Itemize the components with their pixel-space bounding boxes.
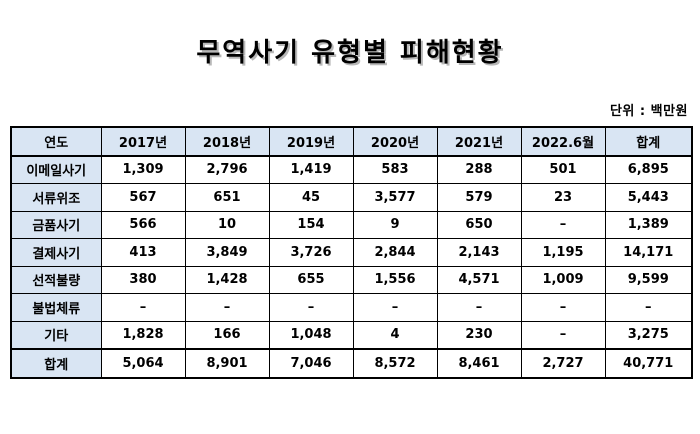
table-cell: 1,828 [100, 320, 186, 350]
table-cell: 1,389 [604, 210, 693, 239]
table-cell: 8,901 [184, 348, 270, 378]
row-label: 불법체류 [10, 293, 102, 322]
column-header: 합계 [604, 126, 693, 157]
table-cell: 567 [100, 183, 186, 212]
table-cell: – [520, 293, 606, 322]
table-cell: 380 [100, 265, 186, 294]
table-row: 결제사기 413 3,849 3,726 2,844 2,143 1,195 14,171 [10, 238, 693, 267]
table-cell: 1,009 [520, 265, 606, 294]
row-label: 결제사기 [10, 238, 102, 267]
table-row: 불법체류 – – – – – – – [10, 293, 693, 322]
row-label: 금품사기 [10, 210, 102, 239]
table-row: 기타 1,828 166 1,048 4 230–3,275 [10, 320, 693, 350]
table-cell: 3,849 [184, 238, 270, 267]
column-header: 2017년 [100, 126, 186, 157]
column-header: 2020년 [352, 126, 438, 157]
column-header: 2019년 [268, 126, 354, 157]
table-cell: 6,895 [604, 155, 693, 184]
table-cell: – [268, 293, 354, 322]
table-row: 합계 5,064 8,901 7,046 8,572 8,461 2,727 40,771 [10, 348, 693, 378]
column-header: 2021년 [436, 126, 522, 157]
table-cell: 3,577 [352, 183, 438, 212]
table-cell: 1,556 [352, 265, 438, 294]
table-cell: 4 [352, 320, 438, 350]
table-cell: 1,419 [268, 155, 354, 184]
table-cell: 8,461 [436, 348, 522, 378]
table-cell: 1,309 [100, 155, 186, 184]
table-cell: 583 [352, 155, 438, 184]
table-cell: 651 [184, 183, 270, 212]
row-label: 합계 [10, 348, 102, 378]
table-cell: 288 [436, 155, 522, 184]
table-cell: – [520, 320, 606, 350]
table-cell: 8,572 [352, 348, 438, 378]
column-header: 2022.6월 [520, 126, 606, 157]
table-cell: 579 [436, 183, 522, 212]
table-cell: 45 [268, 183, 354, 212]
table-row: 금품사기 566 10 154 9 650–1,389 [10, 210, 693, 239]
table-header-row: 연도 2017년 2018년 2019년 2020년 2021년 2022.6월… [10, 126, 693, 157]
column-header: 연도 [10, 126, 102, 157]
table-cell: 1,048 [268, 320, 354, 350]
table-cell: – [184, 293, 270, 322]
table-cell: 2,143 [436, 238, 522, 267]
table-cell: 230 [436, 320, 522, 350]
table-cell: 9 [352, 210, 438, 239]
table-cell: 40,771 [604, 348, 693, 378]
table-cell: 1,428 [184, 265, 270, 294]
row-label: 서류위조 [10, 183, 102, 212]
row-label: 기타 [10, 320, 102, 350]
table-cell: 14,171 [604, 238, 693, 267]
table-cell: 9,599 [604, 265, 693, 294]
table-cell: 2,727 [520, 348, 606, 378]
column-header: 2018년 [184, 126, 270, 157]
table-cell: 566 [100, 210, 186, 239]
table-cell: 2,796 [184, 155, 270, 184]
table-cell: 2,844 [352, 238, 438, 267]
table-cell: 650 [436, 210, 522, 239]
table-row: 선적불량 380 1,428 655 1,556 4,571 1,009 9,599 [10, 265, 693, 294]
table-cell: 3,275 [604, 320, 693, 350]
table-row: 서류위조 567 651 45 3,577 579 23 5,443 [10, 183, 693, 212]
row-label: 이메일사기 [10, 155, 102, 184]
table-cell: – [100, 293, 186, 322]
damage-table: 연도 2017년 2018년 2019년 2020년 2021년 2022.6월… [10, 126, 693, 379]
table-cell: 23 [520, 183, 606, 212]
table-row: 이메일사기 1,309 2,796 1,419 583 288 501 6,895 [10, 155, 693, 184]
table-cell: 501 [520, 155, 606, 184]
unit-label: 단위 : 백만원 [609, 104, 688, 119]
table-cell: – [604, 293, 693, 322]
table-cell: 655 [268, 265, 354, 294]
table-cell: 166 [184, 320, 270, 350]
table-cell: 5,064 [100, 348, 186, 378]
table-cell: 1,195 [520, 238, 606, 267]
table-cell: – [352, 293, 438, 322]
row-label: 선적불량 [10, 265, 102, 294]
table-cell: – [520, 210, 606, 239]
table-cell: 10 [184, 210, 270, 239]
table-cell: 5,443 [604, 183, 693, 212]
table-cell: 3,726 [268, 238, 354, 267]
table-cell: – [436, 293, 522, 322]
table-cell: 413 [100, 238, 186, 267]
table-cell: 7,046 [268, 348, 354, 378]
table-cell: 154 [268, 210, 354, 239]
table-cell: 4,571 [436, 265, 522, 294]
page-title: 무역사기 유형별 피해현황 [196, 38, 504, 68]
